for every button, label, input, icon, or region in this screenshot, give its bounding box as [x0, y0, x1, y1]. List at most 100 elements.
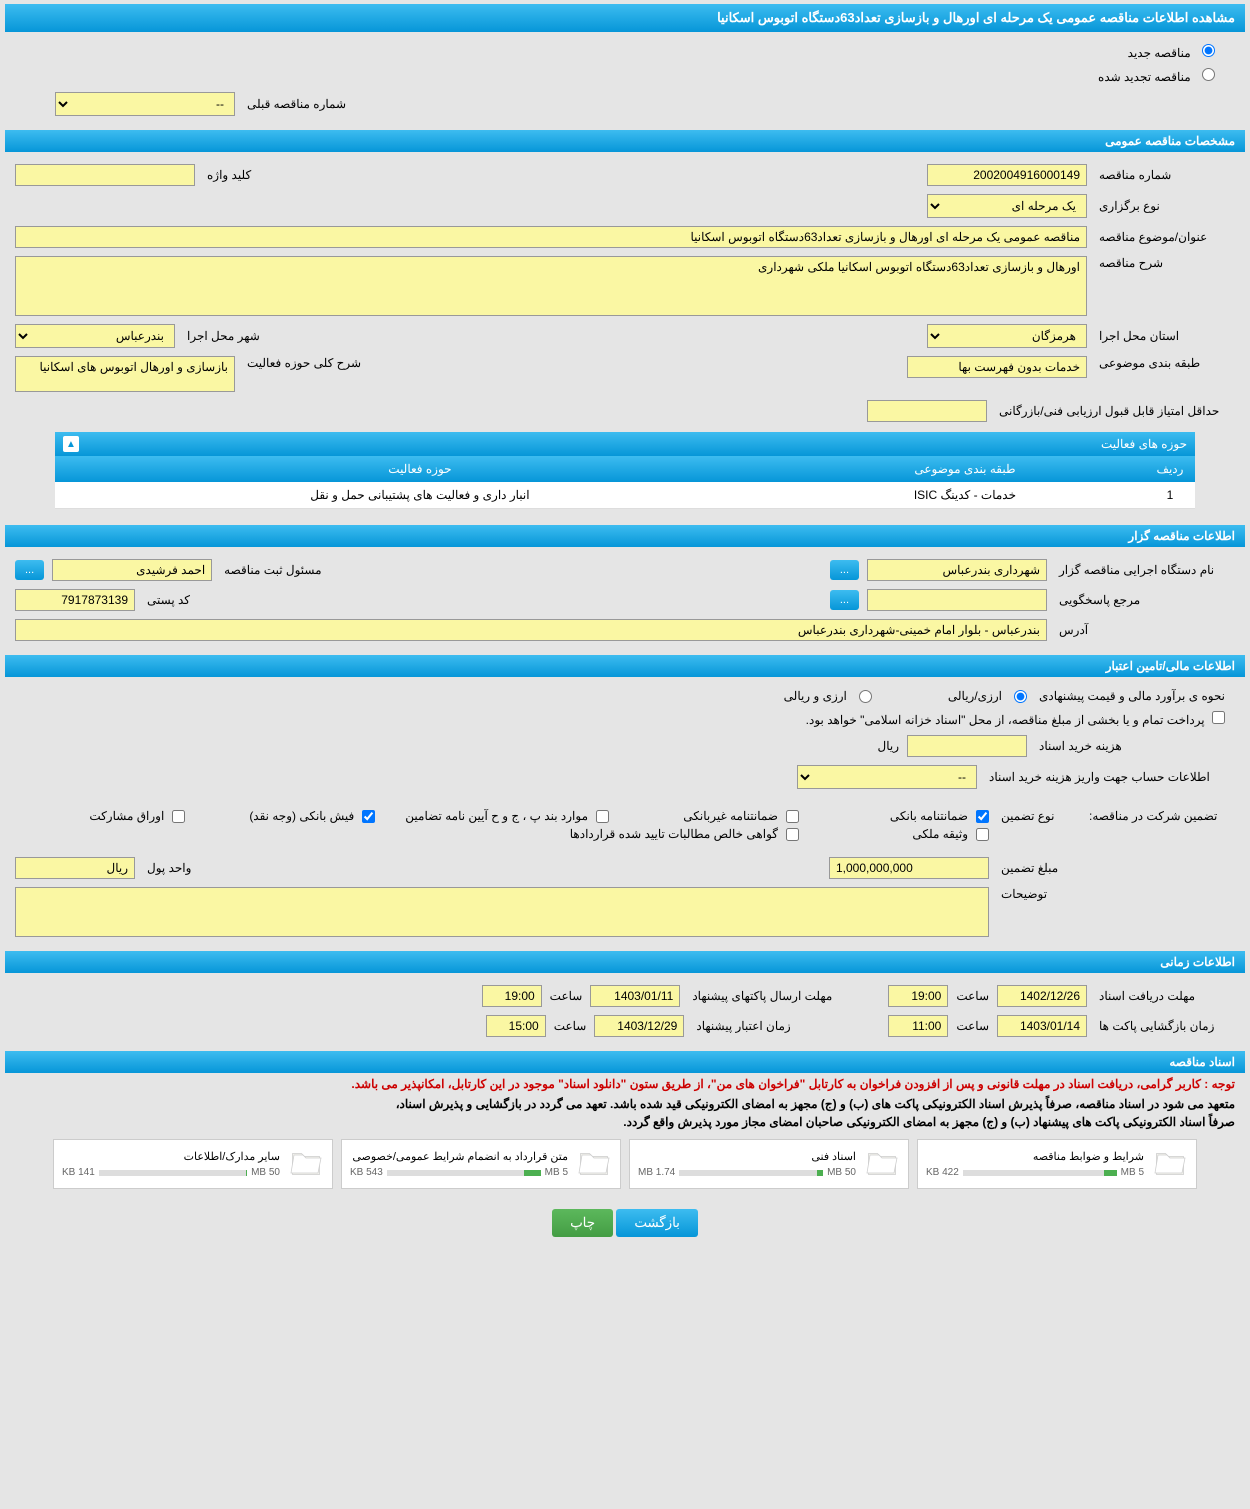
- cb-regulation-label: موارد بند پ ، ج و ح آیین نامه تضامین: [405, 809, 588, 823]
- radio-currency[interactable]: [859, 690, 872, 703]
- category-label: طبقه بندی موضوعی: [1095, 356, 1235, 370]
- holding-type-label: نوع برگزاری: [1095, 199, 1235, 213]
- validity-label: زمان اعتبار پیشنهاد: [692, 1019, 832, 1033]
- doc-cost-input[interactable]: [907, 735, 1027, 757]
- city-select[interactable]: بندرعباس: [15, 324, 175, 348]
- file-card[interactable]: شرایط و ضوابط مناقصه 5 MB 422 KB: [917, 1139, 1197, 1189]
- exec-more-button[interactable]: ...: [830, 560, 859, 580]
- address-label: آدرس: [1055, 623, 1235, 637]
- tender-number-input: [927, 164, 1087, 186]
- activity-desc-label: شرح کلی حوزه فعالیت: [243, 356, 361, 370]
- radio-renewed-tender[interactable]: [1202, 68, 1215, 81]
- validity-time-label: ساعت: [554, 1019, 587, 1033]
- prev-number-select[interactable]: --: [55, 92, 235, 116]
- file-limit: 5 MB: [545, 1167, 568, 1178]
- page-title: مشاهده اطلاعات مناقصه عمومی یک مرحله ای …: [5, 4, 1245, 32]
- activity-desc-textarea: [15, 356, 235, 392]
- file-card[interactable]: متن قرارداد به انضمام شرایط عمومی/خصوصی5…: [341, 1139, 621, 1189]
- cb-nonbank-label: ضمانتنامه غیربانکی: [683, 809, 778, 823]
- receive-deadline-label: مهلت دریافت اسناد: [1095, 989, 1235, 1003]
- guarantee-type-label: نوع تضمین: [997, 809, 1077, 823]
- responder-label: مرجع پاسخگویی: [1055, 593, 1235, 607]
- file-title: شرایط و ضوابط مناقصه: [926, 1150, 1144, 1163]
- table-row: 1 خدمات - کدینگ ISIC انبار داری و فعالیت…: [55, 482, 1195, 509]
- province-select[interactable]: هرمزگان: [927, 324, 1087, 348]
- address-input: [15, 619, 1047, 641]
- notes-textarea[interactable]: [15, 887, 989, 937]
- opening-time-input: [888, 1015, 948, 1037]
- section-docs: اسناد مناقصه: [5, 1051, 1245, 1073]
- cb-nonbank[interactable]: [786, 810, 799, 823]
- responder-more-button[interactable]: ...: [830, 590, 859, 610]
- radio-renewed-tender-label: مناقصه تجدید شده: [1098, 70, 1191, 84]
- cb-receivables-label: گواهی خالص مطالبات تایید شده قراردادها: [570, 827, 778, 841]
- receive-time-input: [888, 985, 948, 1007]
- keyword-input[interactable]: [15, 164, 195, 186]
- radio-new-tender[interactable]: [1202, 44, 1215, 57]
- receive-time-label: ساعت: [956, 989, 989, 1003]
- responder-input[interactable]: [867, 589, 1047, 611]
- submit-deadline-label: مهلت ارسال پاکتهای پیشنهاد: [688, 989, 832, 1003]
- tender-number-label: شماره مناقصه: [1095, 168, 1235, 182]
- radio-rial[interactable]: [1014, 690, 1027, 703]
- manager-more-button[interactable]: ...: [15, 560, 44, 580]
- activity-table: ردیف طبقه بندی موضوعی حوزه فعالیت 1 خدما…: [55, 456, 1195, 509]
- section-general: مشخصات مناقصه عمومی: [5, 130, 1245, 152]
- file-limit: 50 MB: [251, 1167, 280, 1178]
- file-title: اسناد فنی: [638, 1150, 856, 1163]
- deposit-account-select[interactable]: --: [797, 765, 977, 789]
- cb-receivables[interactable]: [786, 828, 799, 841]
- note-red: توجه : کاربر گرامی، دریافت اسناد در مهلت…: [5, 1073, 1245, 1095]
- section-organizer: اطلاعات مناقصه گزار: [5, 525, 1245, 547]
- cb-bonds[interactable]: [172, 810, 185, 823]
- section-financial: اطلاعات مالی/تامین اعتبار: [5, 655, 1245, 677]
- opening-time-label: ساعت: [956, 1019, 989, 1033]
- file-limit: 50 MB: [827, 1167, 856, 1178]
- exec-label: نام دستگاه اجرایی مناقصه گزار: [1055, 563, 1235, 577]
- manager-input: [52, 559, 212, 581]
- validity-time-input: [486, 1015, 546, 1037]
- subject-input: [15, 226, 1087, 248]
- radio-rial-label: ارزی/ریالی: [948, 689, 1002, 703]
- file-size: 1.74 MB: [638, 1167, 675, 1178]
- prev-number-label: شماره مناقصه قبلی: [243, 97, 346, 111]
- radio-currency-label: ارزی و ریالی: [784, 689, 847, 703]
- postal-input: [15, 589, 135, 611]
- submit-date-input: [590, 985, 680, 1007]
- cb-bank[interactable]: [976, 810, 989, 823]
- file-limit: 5 MB: [1121, 1167, 1144, 1178]
- cb-cash-label: فیش بانکی (وجه نقد): [249, 809, 354, 823]
- doc-cost-label: هزینه خرید اسناد: [1035, 739, 1235, 753]
- cb-regulation[interactable]: [596, 810, 609, 823]
- submit-time-label: ساعت: [550, 989, 583, 1003]
- cb-cash[interactable]: [362, 810, 375, 823]
- opening-label: زمان بازگشایی پاکت ها: [1095, 1019, 1235, 1033]
- payment-note-checkbox[interactable]: [1212, 711, 1225, 724]
- cb-bonds-label: اوراق مشارکت: [89, 809, 164, 823]
- file-size: 422 KB: [926, 1167, 959, 1178]
- print-button[interactable]: چاپ: [552, 1209, 613, 1237]
- estimate-label: نحوه ی برآورد مالی و قیمت پیشنهادی: [1035, 689, 1235, 703]
- holding-type-select[interactable]: یک مرحله ای: [927, 194, 1087, 218]
- file-card[interactable]: سایر مدارک/اطلاعات50 MB141 KB: [53, 1139, 333, 1189]
- file-card[interactable]: اسناد فنی 50 MB 1.74 MB: [629, 1139, 909, 1189]
- back-button[interactable]: بازگشت: [616, 1209, 698, 1237]
- collapse-icon[interactable]: ▲: [63, 436, 79, 452]
- radio-new-tender-label: مناقصه جدید: [1128, 46, 1191, 60]
- notes-label: توضیحات: [997, 887, 1077, 901]
- note-black-2: صرفاً اسناد الکترونیکی پاکت های پیشنهاد …: [5, 1113, 1245, 1131]
- description-label: شرح مناقصه: [1095, 256, 1235, 270]
- cb-property-label: وثیقه ملکی: [912, 827, 968, 841]
- note-black-1: متعهد می شود در اسناد مناقصه، صرفاً پذیر…: [5, 1095, 1245, 1113]
- cb-bank-label: ضمانتنامه بانکی: [890, 809, 968, 823]
- cb-property[interactable]: [976, 828, 989, 841]
- col-row: ردیف: [1145, 456, 1195, 482]
- min-score-input[interactable]: [867, 400, 987, 422]
- validity-date-input: [594, 1015, 684, 1037]
- min-score-label: حداقل امتیاز قابل قبول ارزیابی فنی/بازرگ…: [995, 404, 1235, 418]
- file-title: سایر مدارک/اطلاعات: [62, 1150, 280, 1163]
- payment-note-label: پرداخت تمام و یا بخشی از مبلغ مناقصه، از…: [806, 713, 1205, 727]
- exec-input: [867, 559, 1047, 581]
- section-timing: اطلاعات زمانی: [5, 951, 1245, 973]
- subject-label: عنوان/موضوع مناقصه: [1095, 230, 1235, 244]
